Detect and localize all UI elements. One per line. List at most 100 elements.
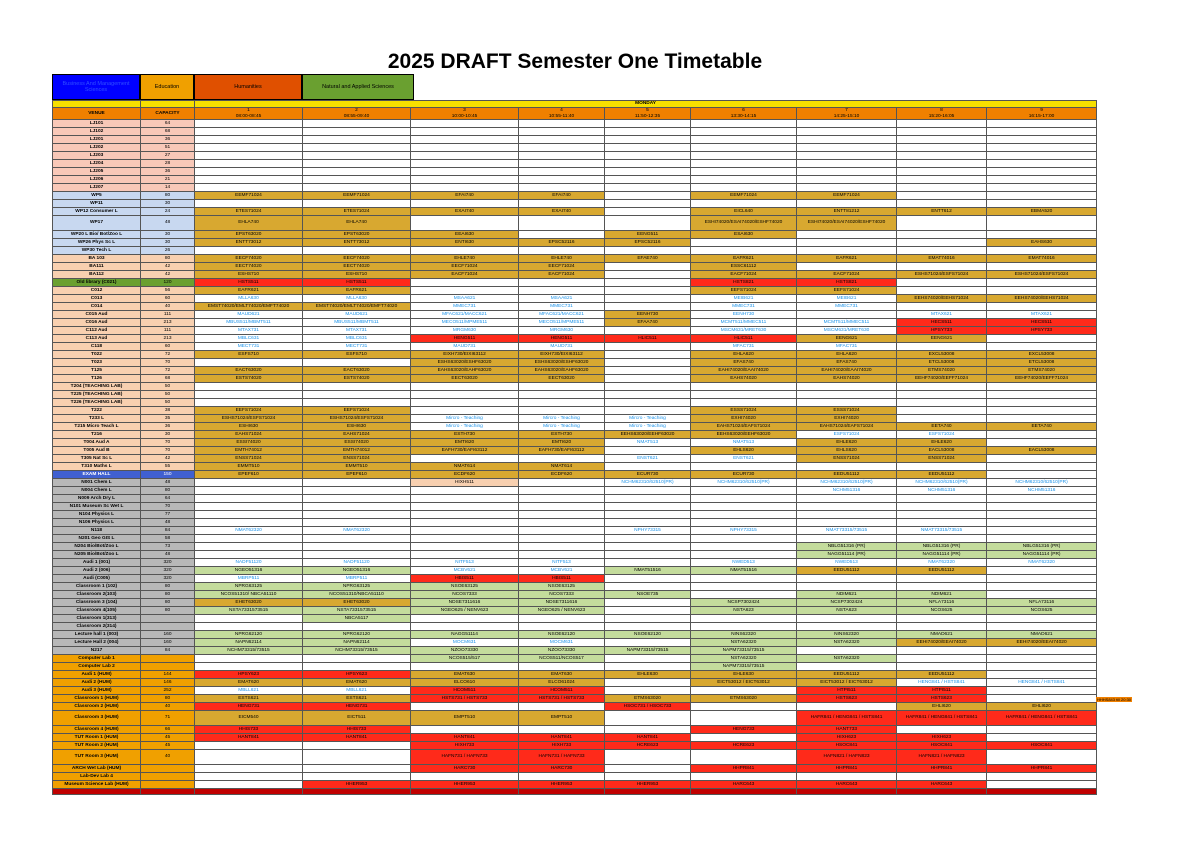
class-cell: MAUD621 — [194, 310, 303, 320]
venue-name: TUT Room 1 (HUM) — [52, 733, 141, 743]
class-cell: NCHM51316 — [896, 486, 987, 496]
class-cell: EMST74020/EMLT74020/EMFT74020 — [302, 302, 411, 312]
class-cell — [194, 486, 303, 496]
class-cell — [796, 462, 897, 472]
class-cell — [690, 702, 797, 712]
venue-row: N204 Bio/Bot/Zoo L 73 NBLG51316 (PR) NBLG51… — [52, 542, 1098, 552]
class-cell: MAUD621 — [302, 310, 411, 320]
venue-capacity: 150 — [140, 470, 195, 480]
class-cell: NCHM62310/62510(PR) — [604, 478, 691, 488]
class-cell — [604, 494, 691, 504]
class-cell — [302, 494, 411, 504]
venue-row: Museum Science Lab (HUM) HHER953 HHER953 HH… — [52, 780, 1098, 790]
venue-capacity: 50 — [140, 398, 195, 408]
class-cell: MCBV621 — [410, 566, 519, 576]
class-cell: HARC643 — [690, 780, 797, 790]
venue-row: N201 Geo GIS L 58 — [52, 534, 1098, 544]
venue-capacity — [140, 780, 195, 790]
class-cell — [604, 246, 691, 256]
class-cell: NFLA73116 — [896, 598, 987, 608]
period-time: 13:30-14:15 — [730, 113, 757, 119]
class-cell — [410, 215, 519, 232]
class-cell: NPHY73315 — [690, 526, 797, 536]
venue-row: Classroom 1 (HUM) 80 ESTS621 ESTS621 HSTS731… — [52, 694, 1098, 704]
class-cell — [194, 550, 303, 560]
class-cell — [410, 398, 519, 408]
class-cell: ENSS71024 — [796, 454, 897, 464]
class-cell: MBLL621 — [302, 686, 411, 696]
class-cell — [604, 502, 691, 512]
class-cell — [985, 462, 1098, 472]
class-cell: ESHI74020/ESAI74020/ESHF74020 — [690, 215, 797, 232]
venue-name: N217 — [52, 646, 141, 656]
class-cell — [896, 534, 987, 544]
class-cell: MSCM631/MRET630 — [690, 326, 797, 336]
class-cell: ESHI74020/ESAI74020/ESHF74020 — [796, 215, 897, 232]
class-cell — [518, 486, 605, 496]
venue-row: Computer Lab 2 NAPM73315/73515 — [52, 662, 1098, 672]
class-cell: MTAX731 — [194, 326, 303, 336]
class-cell: EEHI74020/EEAI74020 — [896, 638, 987, 648]
venue-row: WP12 Consumer L 24 ETES71024 ETES71024 EXAI7… — [52, 207, 1098, 217]
venue-name: T225 (TEACHING LAB) — [52, 390, 141, 400]
class-cell: NBLG51316 (PR) — [985, 542, 1098, 552]
class-cell: NADF51120 — [194, 558, 303, 568]
venue-row: Lecture Hall 2 (004) 160 NAPN62114 NAPN6211… — [52, 638, 1098, 648]
class-cell: EFAS740 — [796, 358, 897, 368]
venue-row: WP20 L Bio/ Bot/Zoo L 30 EPST63020 EPST6302… — [52, 230, 1098, 240]
class-cell: HARC643 — [896, 780, 987, 790]
class-cell — [604, 390, 691, 400]
class-cell: HSTS731 / HSTS733 — [518, 694, 605, 704]
class-cell: EPST63020 — [194, 230, 303, 240]
class-cell: HAFN731 / HAFN733 — [518, 749, 605, 766]
class-cell: EEMF71024 — [302, 191, 411, 201]
class-cell — [796, 614, 897, 624]
class-cell: ESHS71024/ESFS71024 — [302, 414, 411, 424]
venue-capacity: 144 — [140, 670, 195, 680]
venue-name: Classroom 1 (102) — [52, 582, 141, 592]
class-cell — [604, 542, 691, 552]
class-cell — [604, 510, 691, 520]
venue-row: T216 30 EAHS71024 EAHS71024 ESTH730 ESTH730 EE… — [52, 430, 1098, 440]
class-cell — [518, 159, 605, 169]
class-cell: EEMF71024 — [796, 191, 897, 201]
class-cell — [796, 622, 897, 632]
class-cell — [985, 526, 1098, 536]
venue-capacity: 146 — [140, 678, 195, 688]
period-time: 14:25-15:10 — [833, 113, 860, 119]
class-cell — [985, 278, 1098, 288]
class-cell: MFAC621/MACC621 — [410, 310, 519, 320]
class-cell — [410, 127, 519, 137]
class-cell: NSTA623 — [796, 606, 897, 616]
class-cell: MSAA621 — [410, 294, 519, 304]
venue-name: BA 103 — [52, 254, 141, 264]
class-cell: NCHM62310/62510(PR) — [690, 478, 797, 488]
class-cell: ETES71024 — [302, 207, 411, 217]
class-cell: HHER953 — [302, 780, 411, 790]
venue-row: Classroom 1(313) NBCA5117 — [52, 614, 1098, 624]
class-cell — [194, 654, 303, 664]
class-cell — [518, 183, 605, 193]
class-cell: ESHS710 — [194, 270, 303, 280]
class-cell: NGEO51316 — [194, 566, 303, 576]
class-cell: NCOS7333 — [518, 590, 605, 600]
class-cell: NAPM73315/73515 — [690, 662, 797, 672]
period-header: 1 08:00-08:45 — [194, 107, 303, 121]
class-cell — [985, 167, 1098, 177]
class-cell: EMAT74016 — [896, 254, 987, 264]
class-cell: EAFH730/EAFI63112 — [518, 446, 605, 456]
venue-capacity — [140, 622, 195, 632]
class-cell — [194, 175, 303, 185]
class-cell: MOCM631 — [518, 638, 605, 648]
class-cell — [796, 518, 897, 528]
class-cell: ESSS71024 — [690, 406, 797, 416]
class-cell — [604, 175, 691, 185]
class-cell: NMAT73315/73515 — [796, 526, 897, 536]
venue-name: Classroom 2 (HUM) — [52, 702, 141, 712]
venue-name: N118 — [52, 526, 141, 536]
class-cell: HSOC841 — [985, 741, 1098, 751]
class-cell — [194, 159, 303, 169]
class-cell — [690, 518, 797, 528]
legend-item: Natural and Applied Sciences — [302, 74, 414, 100]
class-cell: HAFR841 / HENG841 / HSTS841 — [896, 710, 987, 727]
